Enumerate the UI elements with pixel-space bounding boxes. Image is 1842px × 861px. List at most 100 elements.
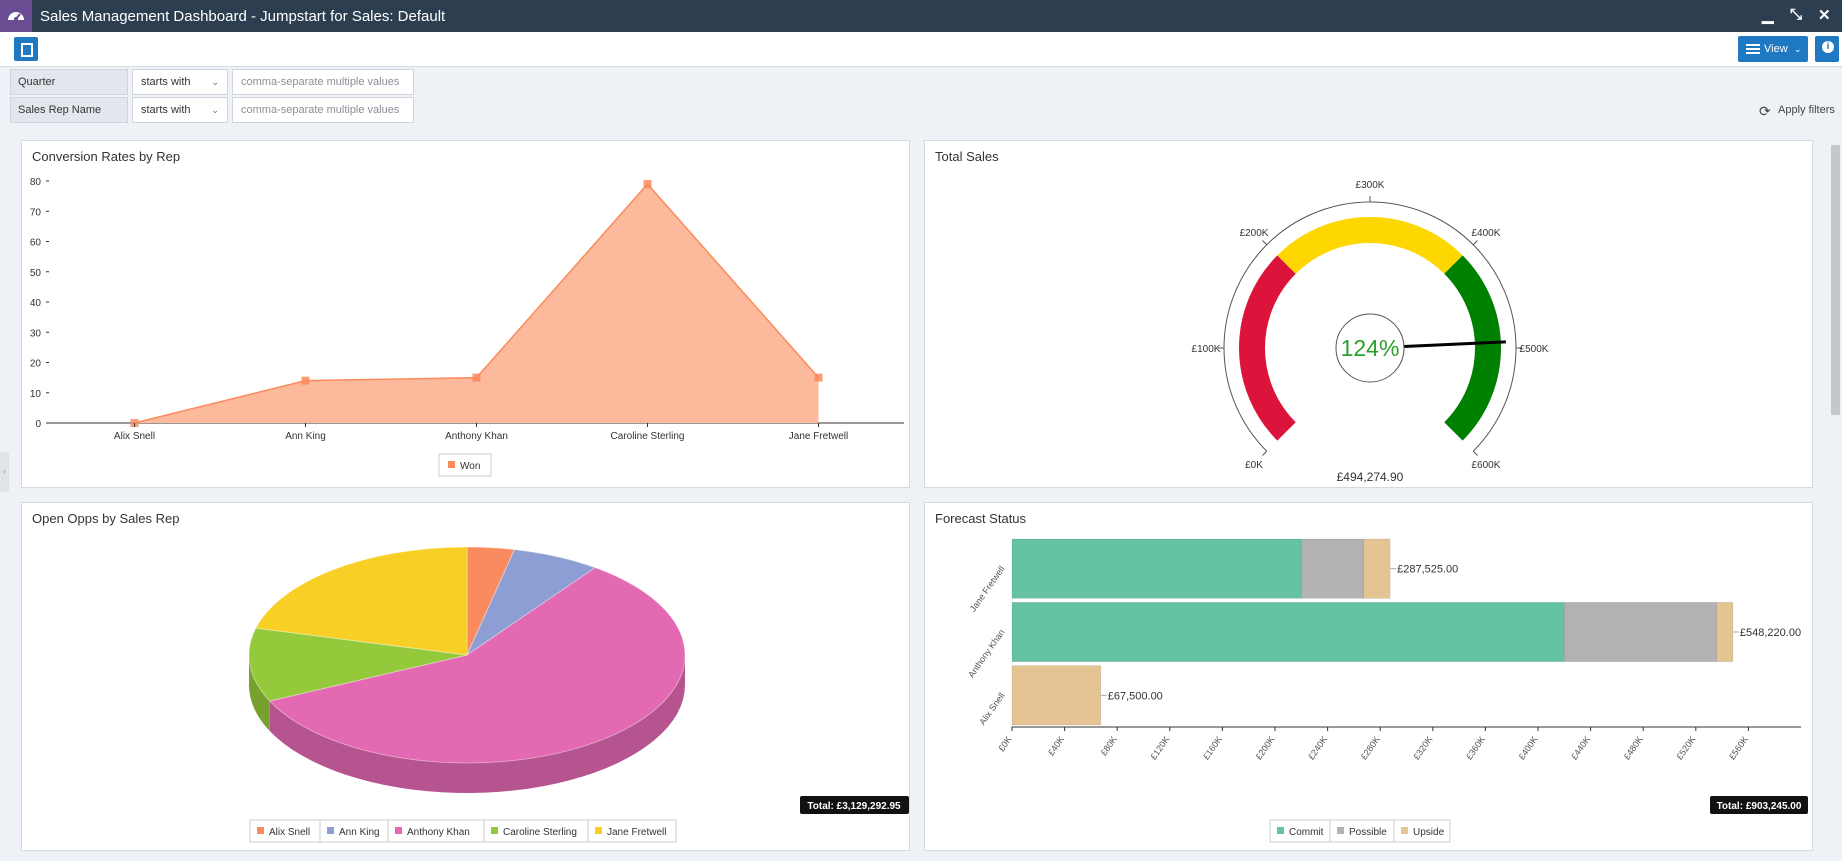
x-tick-label: Alix Snell (114, 431, 155, 442)
chart-legend: Commit Possible Upside (1269, 819, 1451, 843)
x-tick-label: £200K (1254, 734, 1277, 761)
x-tick-label: Caroline Sterling (611, 431, 685, 442)
minimize-icon[interactable]: ▁ (1762, 7, 1774, 24)
pie-slice (465, 549, 597, 657)
close-icon[interactable]: ✕ (1818, 7, 1831, 24)
y-tick-label: 10 (30, 389, 42, 400)
x-tick-label: £240K (1306, 734, 1329, 761)
y-tick-label: 80 (30, 177, 42, 188)
x-tick-label: Ann King (285, 431, 326, 442)
window-title: Sales Management Dashboard - Jumpstart f… (40, 8, 446, 25)
bar-total-label: £67,500.00 (1108, 690, 1163, 702)
bar-total-label: £287,525.00 (1397, 564, 1458, 576)
legend-swatch (1337, 827, 1344, 834)
won-data-point (643, 180, 652, 189)
legend-label: Jane Fretwell (607, 827, 666, 838)
title-bar: Sales Management Dashboard - Jumpstart f… (0, 0, 1842, 32)
gauge-percent-label: 124% (1341, 335, 1400, 361)
gauge-band (1444, 255, 1501, 441)
panel-title: Forecast Status (935, 511, 1027, 526)
legend-label-won: Won (460, 461, 480, 472)
gauge-tick-label: £500K (1520, 344, 1549, 355)
gauge-tick-mark (1472, 240, 1478, 246)
legend-label: Upside (1413, 827, 1445, 838)
won-series-area (134, 184, 819, 423)
legend-swatch (1401, 827, 1408, 834)
y-category-label: Alix Snell (977, 691, 1006, 727)
scrollbar-thumb[interactable] (1831, 145, 1840, 415)
x-tick-label: £320K (1411, 734, 1434, 761)
conversion-rates-chart: 0 10 20 30 40 50 60 70 80 Alix Snell Ann King Antho… (30, 177, 904, 477)
gauge-tick-label: £400K (1472, 228, 1501, 239)
x-tick-label: £160K (1201, 734, 1224, 761)
dashboard-app-icon (0, 0, 32, 32)
forecast-bar-upside (1363, 538, 1391, 599)
total-sales-panel: Total Sales £0K £100K £200K £300K £400K £500K… (924, 140, 1813, 488)
chart-legend: Alix Snell Ann King Anthony Khan Caroline S… (249, 819, 677, 843)
view-button-label: View (1764, 43, 1788, 55)
filter-operator-value: starts with (141, 104, 191, 116)
y-tick-label: 60 (30, 238, 42, 249)
expand-sidebar-handle[interactable]: › (0, 452, 9, 492)
forecast-bar-upside (1011, 665, 1102, 726)
restore-icon[interactable]: ⤡ (1790, 6, 1803, 23)
won-data-point (472, 373, 481, 382)
open-opps-panel: Open Opps by Sales Rep Total: £3,129,292… (21, 502, 910, 851)
forecast-status-panel: Forecast Status £287,525.00 Jane Fretwell… (924, 502, 1813, 851)
pie-slice-side (269, 655, 685, 793)
legend-label: Ann King (339, 827, 380, 838)
info-icon[interactable] (1815, 36, 1839, 62)
forecast-bar-upside (1716, 602, 1734, 662)
filter-value-input[interactable] (232, 97, 414, 123)
x-tick-label: £40K (1046, 734, 1066, 757)
filter-operator-select[interactable]: starts with ⌄ (132, 69, 228, 95)
y-tick-label: 70 (30, 207, 42, 218)
won-data-point (814, 373, 823, 382)
list-icon (1746, 44, 1760, 54)
x-tick-label: £480K (1622, 734, 1645, 761)
pie-slice (466, 546, 516, 656)
legend-label: Possible (1349, 827, 1387, 838)
panel-title: Open Opps by Sales Rep (32, 511, 180, 526)
gauge-needle (1403, 340, 1506, 348)
pie-slice (248, 627, 468, 702)
x-tick-label: Jane Fretwell (789, 431, 848, 442)
legend-label: Anthony Khan (407, 827, 470, 838)
view-button[interactable]: View ⌄ (1738, 36, 1808, 62)
gauge-tick-label: £100K (1192, 344, 1221, 355)
legend-swatch (395, 827, 402, 834)
legend-label: Caroline Sterling (503, 827, 577, 838)
conversion-rates-panel: Conversion Rates by Rep 0 10 20 30 40 50 60 70 8… (21, 140, 910, 488)
x-tick-label: £280K (1359, 734, 1382, 761)
forecast-bar-possible (1301, 538, 1365, 599)
filter-bar: Quarter starts with ⌄ Sales Rep Name sta… (0, 67, 1842, 125)
refresh-icon: ⟳ (1759, 103, 1771, 119)
bar-total-label: £548,220.00 (1740, 627, 1801, 639)
x-tick-label: £520K (1674, 734, 1697, 761)
y-category-label: Anthony Khan (966, 627, 1007, 679)
total-badge-bg (1710, 796, 1808, 814)
x-tick-label: £560K (1727, 734, 1750, 761)
chevron-down-icon: ⌄ (211, 77, 219, 87)
apply-filters-label: Apply filters (1778, 104, 1835, 116)
gauge-tick-mark (1262, 240, 1268, 246)
panel-title: Conversion Rates by Rep (32, 149, 181, 164)
y-tick-label: 40 (30, 298, 42, 309)
filter-operator-value: starts with (141, 76, 191, 88)
toolbar: View ⌄ (0, 32, 1842, 67)
gauge-tick-label: £200K (1240, 228, 1269, 239)
pie-total-badge: Total: £3,129,292.95 (800, 796, 909, 814)
sidebar-toggle-icon[interactable] (14, 37, 38, 61)
gauge-outer-scale (1223, 201, 1517, 452)
x-tick-label: Anthony Khan (445, 431, 508, 442)
forecast-bar-commit (1011, 538, 1302, 599)
chevron-down-icon: ⌄ (1794, 44, 1802, 54)
total-badge-text: Total: £3,129,292.95 (807, 801, 901, 812)
filter-operator-select[interactable]: starts with ⌄ (132, 97, 228, 123)
filter-value-input[interactable] (232, 69, 414, 95)
total-sales-gauge: £0K £100K £200K £300K £400K £500K £600K 124% £49… (1192, 180, 1549, 484)
apply-filters-button[interactable]: ⟳ Apply filters (1756, 99, 1838, 121)
y-category-label: Jane Fretwell (968, 564, 1007, 614)
legend-swatch (1277, 827, 1284, 834)
gauge-tick-label: £300K (1356, 180, 1385, 191)
